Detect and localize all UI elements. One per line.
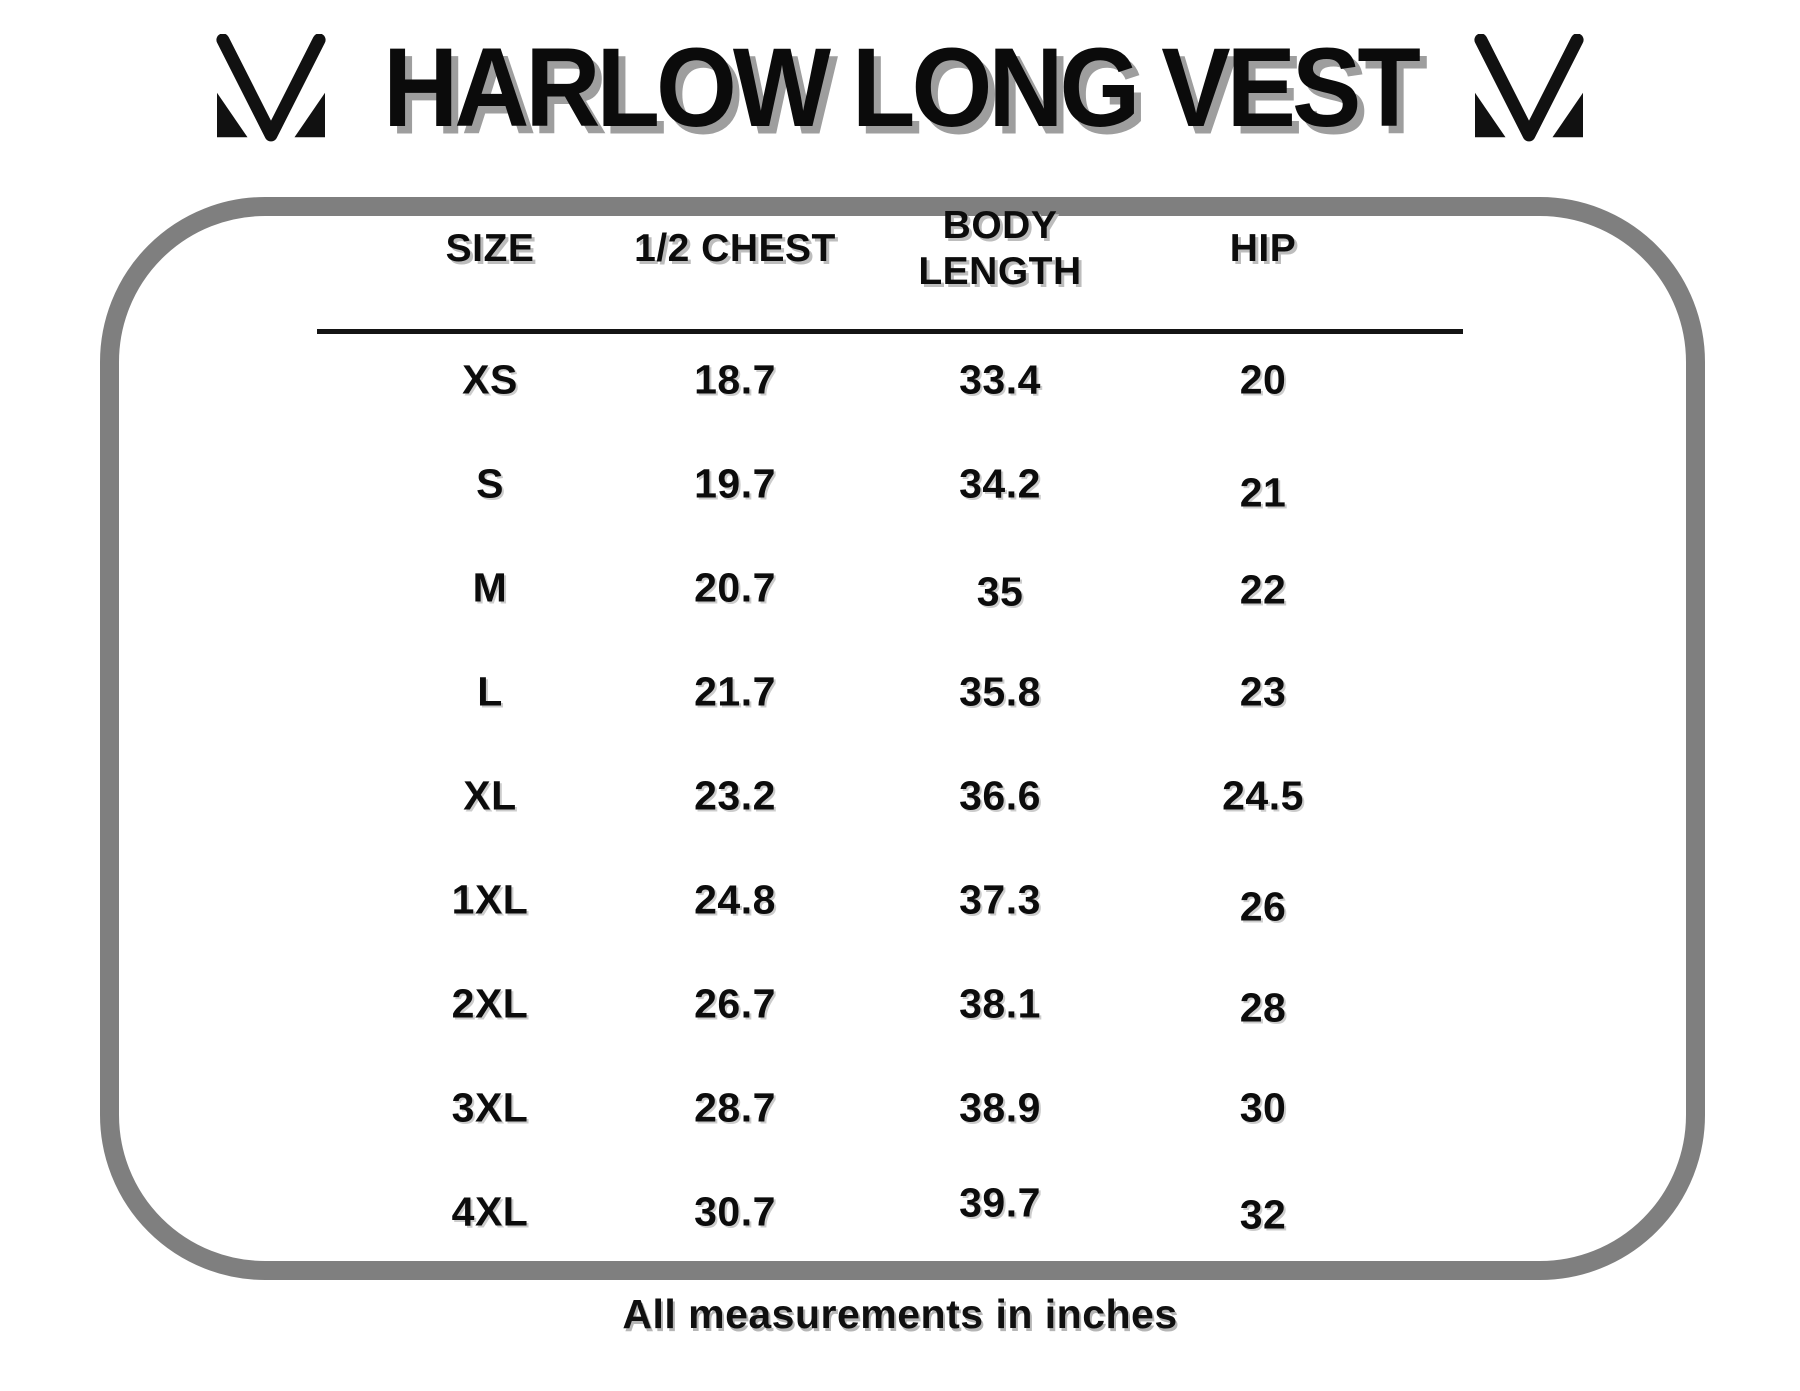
table-row: M 20.7 35 22 <box>317 536 1463 640</box>
cell-body-length: 33.4 <box>959 356 1041 403</box>
cell-body-length: 38.1 <box>959 980 1041 1027</box>
cell-size: 1XL <box>451 876 529 923</box>
cell-hip: 26 <box>1239 883 1287 930</box>
cell-half-chest: 18.7 <box>694 356 776 403</box>
brand-header: HARLOW LONG VEST <box>0 14 1800 162</box>
cell-half-chest: 23.2 <box>694 772 776 819</box>
page-title: HARLOW LONG VEST <box>383 25 1421 151</box>
brand-m-logo-icon <box>216 34 326 142</box>
size-table: SIZE 1/2 CHEST BODY LENGTH HIP XS 18.7 3… <box>317 197 1463 1264</box>
table-row: XS 18.7 33.4 20 <box>317 328 1463 432</box>
cell-hip: 30 <box>1239 1084 1287 1131</box>
cell-body-length: 36.6 <box>959 772 1041 819</box>
cell-body-length: 37.3 <box>959 876 1041 923</box>
cell-half-chest: 24.8 <box>694 876 776 923</box>
cell-body-length: 35.8 <box>959 668 1041 715</box>
cell-hip: 32 <box>1239 1191 1287 1238</box>
cell-body-length: 34.2 <box>959 460 1041 507</box>
cell-hip: 20 <box>1239 356 1287 403</box>
cell-half-chest: 26.7 <box>694 980 776 1027</box>
cell-half-chest: 20.7 <box>694 564 776 611</box>
table-row: 2XL 26.7 38.1 28 <box>317 952 1463 1056</box>
column-header-body-length: BODY LENGTH <box>918 203 1082 293</box>
cell-half-chest: 21.7 <box>694 668 776 715</box>
cell-hip: 21 <box>1239 469 1287 516</box>
brand-m-logo-icon <box>1474 34 1584 142</box>
column-header-hip: HIP <box>1229 226 1297 270</box>
cell-hip: 24.5 <box>1222 772 1304 819</box>
table-row: 3XL 28.7 38.9 30 <box>317 1056 1463 1160</box>
cell-size: 2XL <box>451 980 529 1027</box>
cell-half-chest: 30.7 <box>694 1188 776 1235</box>
table-header-row: SIZE 1/2 CHEST BODY LENGTH HIP <box>317 197 1463 329</box>
cell-body-length: 38.9 <box>959 1084 1041 1131</box>
table-row: L 21.7 35.8 23 <box>317 640 1463 744</box>
chart-border-box <box>100 197 1705 1280</box>
header-underline <box>317 329 1463 334</box>
table-body: XS 18.7 33.4 20 S 19.7 34.2 21 M 20.7 35… <box>317 328 1463 1264</box>
table-row: 1XL 24.8 37.3 26 <box>317 848 1463 952</box>
cell-size: 3XL <box>451 1084 529 1131</box>
cell-size: M <box>472 564 508 611</box>
cell-size: XL <box>463 772 517 819</box>
cell-hip: 23 <box>1239 668 1287 715</box>
column-header-size: SIZE <box>445 226 535 270</box>
table-row: XL 23.2 36.6 24.5 <box>317 744 1463 848</box>
cell-size: XS <box>462 356 518 403</box>
cell-size: 4XL <box>451 1188 529 1235</box>
units-note: All measurements in inches <box>622 1291 1178 1337</box>
cell-body-length: 35 <box>976 568 1024 615</box>
cell-half-chest: 19.7 <box>694 460 776 507</box>
column-header-half-chest: 1/2 CHEST <box>634 226 836 270</box>
cell-hip: 28 <box>1239 984 1287 1031</box>
cell-size: S <box>476 460 504 507</box>
table-row: 4XL 30.7 39.7 32 <box>317 1160 1463 1264</box>
cell-body-length: 39.7 <box>959 1179 1041 1226</box>
cell-half-chest: 28.7 <box>694 1084 776 1131</box>
cell-hip: 22 <box>1239 566 1287 613</box>
cell-size: L <box>477 668 503 715</box>
table-row: S 19.7 34.2 21 <box>317 432 1463 536</box>
